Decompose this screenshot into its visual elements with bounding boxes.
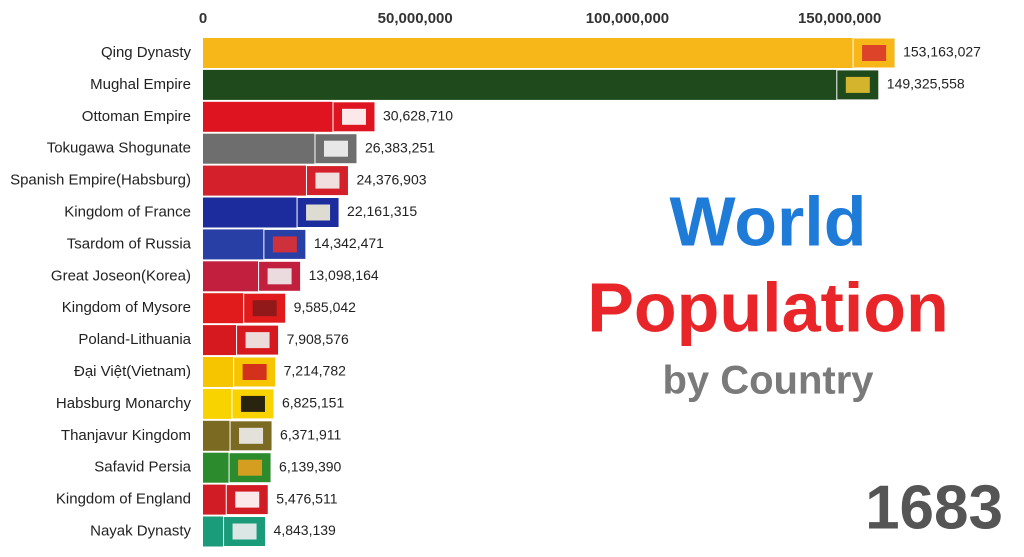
- bar: [203, 197, 298, 228]
- flag-emblem: [845, 76, 870, 93]
- flag-emblem: [862, 45, 887, 61]
- category-label: Spanish Empire(Habsburg): [10, 172, 191, 189]
- flag-emblem: [323, 140, 348, 157]
- value-label: 24,376,903: [356, 171, 426, 187]
- category-label: Kingdom of England: [56, 491, 191, 508]
- bar: [203, 293, 244, 324]
- value-label: 30,628,710: [383, 108, 453, 124]
- subtitle: by Country: [662, 359, 874, 403]
- title-line: Population: [587, 268, 949, 346]
- category-label: Mughal Empire: [90, 76, 191, 93]
- flag-emblem: [315, 172, 340, 189]
- bar: [203, 484, 227, 515]
- year-label: 1683: [865, 473, 1003, 542]
- bar: [203, 69, 837, 100]
- flag-emblem: [235, 491, 260, 508]
- category-label: Kingdom of France: [64, 203, 191, 220]
- flag-emblem: [232, 523, 257, 540]
- category-label: Thanjavur Kingdom: [61, 427, 191, 444]
- value-label: 7,214,782: [284, 363, 346, 379]
- category-label: Habsburg Monarchy: [56, 395, 192, 412]
- bar: [203, 357, 234, 387]
- flag-emblem: [342, 108, 367, 125]
- value-label: 7,908,576: [287, 331, 349, 347]
- value-label: 5,476,511: [276, 490, 337, 506]
- value-label: 6,139,390: [279, 458, 341, 474]
- flag: [258, 260, 302, 292]
- value-label: 153,163,027: [903, 44, 981, 60]
- category-label: Kingdom of Mysore: [62, 299, 191, 316]
- x-tick-label: 0: [199, 10, 207, 27]
- bar: [203, 229, 264, 260]
- category-label: Safavid Persia: [94, 459, 191, 476]
- flag-emblem: [267, 268, 292, 285]
- flag-emblem: [272, 236, 297, 253]
- category-label: Poland-Lithuania: [78, 331, 191, 348]
- flag-emblem: [242, 364, 267, 380]
- flag-emblem: [245, 332, 270, 349]
- value-label: 149,325,558: [887, 76, 965, 92]
- bar: [203, 133, 315, 164]
- value-label: 26,383,251: [365, 139, 435, 155]
- bar: [203, 388, 232, 419]
- category-label: Ottoman Empire: [82, 108, 191, 125]
- flag-emblem: [306, 204, 331, 221]
- flag-emblem: [240, 395, 265, 412]
- category-label: Tokugawa Shogunate: [47, 140, 191, 157]
- bar: [203, 101, 334, 132]
- x-tick-label: 50,000,000: [378, 10, 453, 27]
- bar: [203, 261, 259, 292]
- value-label: 13,098,164: [309, 267, 379, 283]
- bar: [203, 38, 854, 68]
- flag-emblem: [238, 459, 263, 476]
- flag-emblem: [252, 300, 277, 317]
- x-tick-label: 100,000,000: [586, 10, 669, 27]
- category-label: Tsardom of Russia: [67, 235, 192, 252]
- bar: [203, 516, 224, 547]
- category-label: Đại Việt(Vietnam): [74, 363, 191, 380]
- bar: [203, 452, 230, 483]
- value-label: 4,843,139: [274, 522, 336, 538]
- category-label: Nayak Dynasty: [90, 522, 191, 539]
- value-label: 14,342,471: [314, 235, 384, 251]
- flag: [225, 484, 269, 516]
- value-label: 6,825,151: [282, 395, 344, 411]
- bar: [203, 165, 307, 196]
- flag: [228, 452, 272, 484]
- category-label: Great Joseon(Korea): [51, 267, 191, 284]
- bar: [203, 325, 237, 356]
- value-label: 9,585,042: [294, 299, 356, 315]
- value-label: 22,161,315: [347, 203, 417, 219]
- x-tick-label: 150,000,000: [798, 10, 881, 27]
- flag-emblem: [239, 427, 264, 444]
- value-label: 6,371,911: [280, 427, 341, 443]
- category-label: Qing Dynasty: [101, 44, 192, 61]
- title-line: World: [669, 182, 866, 260]
- bar: [203, 420, 231, 451]
